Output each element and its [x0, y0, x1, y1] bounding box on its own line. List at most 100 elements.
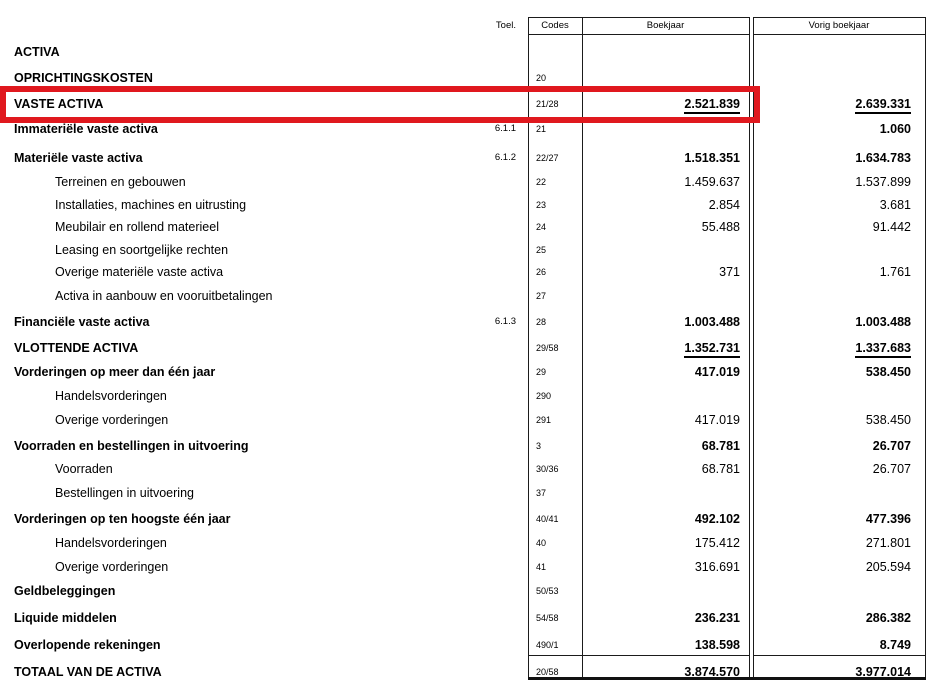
row-vorig-boekjaar-value: 1.060 — [879, 122, 911, 136]
row-boekjaar-value — [585, 485, 740, 501]
grid-line-vertical — [925, 17, 926, 679]
row-toel-ref — [455, 511, 516, 527]
row-toel-ref — [455, 340, 516, 356]
table-row: Immateriële vaste activa 6.1.1 21 1.060 — [0, 121, 935, 137]
row-vorig-boekjaar-value: 538.450 — [865, 413, 911, 427]
row-label: ACTIVA — [14, 45, 60, 59]
row-toel-ref — [455, 412, 516, 428]
row-boekjaar-value: 2.521.839 — [585, 96, 740, 114]
row-label: Overige vorderingen — [55, 413, 169, 427]
row-vorig-boekjaar-value: 1.761 — [879, 265, 911, 279]
row-toel-ref — [455, 535, 516, 551]
row-boekjaar-value: 1.459.637 — [684, 175, 740, 189]
row-toel-ref — [455, 219, 516, 235]
row-code: 27 — [536, 291, 547, 301]
row-boekjaar-value: 1.352.731 — [585, 340, 740, 358]
grid-line-horizontal — [753, 17, 926, 18]
row-toel-ref — [455, 559, 516, 575]
row-boekjaar-value: 1.518.351 — [684, 151, 740, 165]
row-code: 24 — [536, 222, 547, 232]
table-bottom-border — [528, 677, 926, 680]
row-vorig-boekjaar-value: 2.639.331 — [756, 96, 911, 114]
row-label: Voorraden — [55, 462, 113, 476]
row-toel-ref — [455, 583, 516, 599]
table-row: Voorraden 30/36 68.781 26.707 — [0, 461, 935, 477]
grid-line-vertical — [753, 17, 754, 679]
table-row: Handelsvorderingen 290 — [0, 388, 935, 404]
row-vorig-boekjaar-value: 91.442 — [872, 220, 911, 234]
row-code: 490/1 — [536, 640, 559, 650]
table-row: Voorraden en bestellingen in uitvoering 3… — [0, 438, 935, 454]
row-boekjaar-value: 3.874.570 — [684, 665, 740, 679]
row-boekjaar-value: 68.781 — [701, 439, 740, 453]
column-header-vorig-boekjaar: Vorig boekjaar — [808, 20, 870, 31]
row-vorig-boekjaar-value — [756, 583, 911, 599]
row-toel-ref — [455, 637, 516, 653]
row-code: 22/27 — [536, 153, 559, 163]
row-toel-ref — [455, 461, 516, 477]
row-label: Bestellingen in uitvoering — [55, 486, 194, 500]
highlight-box — [0, 86, 760, 123]
row-label: OPRICHTINGSKOSTEN — [14, 71, 153, 85]
row-vorig-boekjaar-value: 205.594 — [865, 560, 911, 574]
row-boekjaar-value: 371 — [719, 265, 740, 279]
table-row: Vorderingen op ten hoogste één jaar 40/41… — [0, 511, 935, 527]
row-boekjaar-value: 175.412 — [694, 536, 740, 550]
row-vorig-boekjaar-value — [756, 70, 911, 86]
table-row: OPRICHTINGSKOSTEN 20 — [0, 70, 935, 86]
row-vorig-boekjaar-value: 1.537.899 — [855, 175, 911, 189]
row-toel-ref — [455, 174, 516, 190]
row-code: 37 — [536, 488, 547, 498]
grid-line-horizontal — [753, 655, 926, 656]
row-label: Vorderingen op ten hoogste één jaar — [14, 512, 231, 526]
row-vorig-boekjaar-value: 271.801 — [865, 536, 911, 550]
row-label: Immateriële vaste activa — [14, 122, 158, 136]
row-toel-ref — [455, 388, 516, 404]
table-row: Installaties, machines en uitrusting 23 2.… — [0, 197, 935, 213]
table-row: Liquide middelen 54/58 236.231 286.382 — [0, 610, 935, 626]
row-code: 25 — [536, 245, 547, 255]
table-row: Overige vorderingen 41 316.691 205.594 — [0, 559, 935, 575]
grid-line-vertical — [528, 17, 529, 679]
row-code: 40 — [536, 538, 547, 548]
row-label: Geldbeleggingen — [14, 584, 116, 598]
row-label: Overige materiële vaste activa — [55, 265, 224, 279]
table-row: Leasing en soortgelijke rechten 25 — [0, 242, 935, 258]
row-boekjaar-value: 55.488 — [701, 220, 740, 234]
row-boekjaar-value — [585, 288, 740, 304]
table-row: Overige materiële vaste activa 26 371 1.761 — [0, 264, 935, 280]
grid-line-horizontal — [528, 34, 750, 35]
row-code: 3 — [536, 441, 542, 451]
row-vorig-boekjaar-value: 3.977.014 — [855, 665, 911, 679]
row-boekjaar-value — [585, 44, 740, 60]
row-label: VASTE ACTIVA — [14, 97, 104, 111]
row-code: 50/53 — [536, 586, 559, 596]
row-toel-ref — [455, 610, 516, 626]
row-vorig-boekjaar-value: 1.634.783 — [855, 151, 911, 165]
row-boekjaar-value: 316.691 — [694, 560, 740, 574]
row-boekjaar-value: 2.854 — [708, 198, 740, 212]
row-boekjaar-value: 492.102 — [694, 512, 740, 526]
row-vorig-boekjaar-value: 1.337.683 — [756, 340, 911, 358]
column-header-codes: Codes — [541, 20, 569, 31]
row-code: 290 — [536, 391, 552, 401]
row-boekjaar-value: 1.003.488 — [684, 315, 740, 329]
row-label: Financiële vaste activa — [14, 315, 150, 329]
table-row: VLOTTENDE ACTIVA 29/58 1.352.731 1.337.683 — [0, 340, 935, 358]
row-toel-ref: 6.1.3 — [494, 316, 516, 327]
table-row: Bestellingen in uitvoering 37 — [0, 485, 935, 501]
row-vorig-boekjaar-value: 286.382 — [865, 611, 911, 625]
row-vorig-boekjaar-value — [756, 242, 911, 258]
row-toel-ref — [455, 485, 516, 501]
row-code: 41 — [536, 562, 547, 572]
row-vorig-boekjaar-value — [756, 288, 911, 304]
grid-line-horizontal — [528, 17, 750, 18]
row-label: Leasing en soortgelijke rechten — [55, 243, 229, 257]
row-code: 23 — [536, 200, 547, 210]
row-toel-ref — [455, 264, 516, 280]
row-toel-ref — [455, 197, 516, 213]
row-toel-ref: 6.1.1 — [494, 123, 516, 134]
row-vorig-boekjaar-value: 538.450 — [865, 365, 911, 379]
row-vorig-boekjaar-value: 8.749 — [879, 638, 911, 652]
